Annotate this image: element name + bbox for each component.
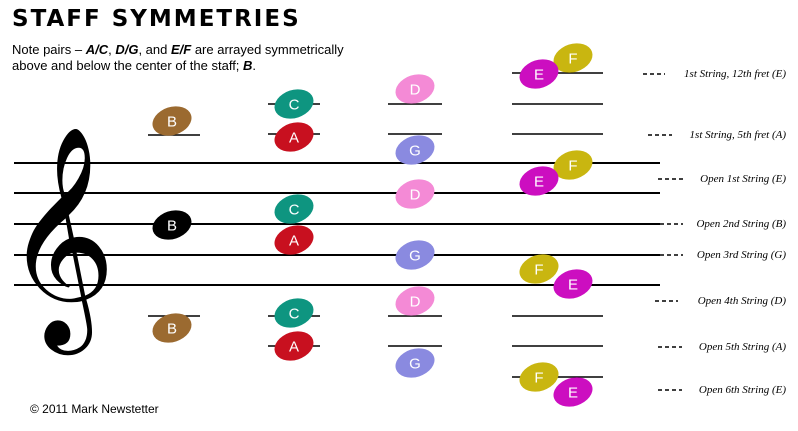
pair-dg: D/G [115, 42, 139, 57]
note-g: G [395, 348, 435, 378]
note-head [152, 210, 192, 240]
note-head [395, 348, 435, 378]
pair-ac: A/C [85, 42, 109, 57]
note-label: C [289, 202, 300, 219]
note-d: D [395, 286, 435, 316]
note-d: D [395, 74, 435, 104]
note-g: G [395, 240, 435, 270]
note-c: C [274, 89, 314, 119]
note-label: C [289, 97, 300, 114]
string-label: Open 6th String (E) [699, 384, 786, 396]
pair-ef: E/F [170, 42, 192, 57]
note-g: G [395, 135, 435, 165]
note-label: A [289, 339, 299, 356]
note-e: E [553, 377, 593, 407]
center-note: B [243, 58, 253, 73]
desc-mid: are arrayed symmetrically above and belo… [12, 42, 344, 73]
note-head [519, 362, 559, 392]
note-head [395, 179, 435, 209]
string-label: 1st String, 5th fret (A) [690, 129, 787, 141]
note-label: A [289, 130, 299, 147]
string-label: Open 4th String (D) [698, 295, 787, 307]
note-head [519, 254, 559, 284]
note-label: B [167, 114, 177, 131]
string-label: Open 1st String (E) [700, 173, 786, 185]
note-head [395, 135, 435, 165]
note-label: E [568, 385, 578, 402]
note-head [553, 43, 593, 73]
note-head [395, 74, 435, 104]
note-e: E [519, 166, 559, 196]
desc-sep-1: , [108, 42, 116, 57]
note-a: A [274, 122, 314, 152]
description: Note pairs – A/C, D/G, and E/F are array… [12, 42, 372, 74]
string-label: Open 3rd String (G) [697, 249, 786, 261]
note-b: B [152, 210, 192, 240]
string-labels: 1st String, 12th fret (E) 1st String, 5t… [684, 68, 786, 396]
note-head [274, 89, 314, 119]
treble-clef-icon: 𝄞 [4, 124, 116, 355]
note-label: F [534, 262, 543, 279]
note-label: F [534, 370, 543, 387]
note-label: G [409, 143, 421, 160]
leader-lines [643, 73, 683, 391]
desc-pre: Note pairs – [12, 42, 86, 57]
note-label: E [534, 174, 544, 191]
string-label: Open 5th String (A) [699, 341, 786, 353]
desc-end: . [252, 58, 257, 73]
note-label: F [568, 158, 577, 175]
note-f: F [519, 254, 559, 284]
note-label: D [410, 294, 421, 311]
note-label: E [568, 277, 578, 294]
note-label: D [410, 187, 421, 204]
note-head [274, 298, 314, 328]
note-e: E [519, 59, 559, 89]
page-title: STAFF SYMMETRIES [12, 6, 301, 32]
note-label: C [289, 306, 300, 323]
note-head [274, 194, 314, 224]
note-c: C [274, 298, 314, 328]
desc-sep-2: , and [138, 42, 171, 57]
note-f: F [553, 150, 593, 180]
note-a: A [274, 331, 314, 361]
note-label: B [167, 218, 177, 235]
note-f: F [519, 362, 559, 392]
note-label: B [167, 321, 177, 338]
note-b: B [152, 106, 192, 136]
note-label: E [534, 67, 544, 84]
note-b: B [152, 313, 192, 343]
note-d: D [395, 179, 435, 209]
staff-lines [14, 162, 660, 286]
note-head [152, 313, 192, 343]
note-head [395, 286, 435, 316]
copyright: © 2011 Mark Newstetter [30, 402, 159, 416]
note-head [274, 225, 314, 255]
note-head [274, 331, 314, 361]
note-head [519, 59, 559, 89]
note-head [553, 377, 593, 407]
note-label: G [409, 248, 421, 265]
note-a: A [274, 225, 314, 255]
note-f: F [553, 43, 593, 73]
note-label: A [289, 233, 299, 250]
note-label: F [568, 51, 577, 68]
note-label: D [410, 82, 421, 99]
note-head [274, 122, 314, 152]
string-label: Open 2nd String (B) [696, 218, 786, 230]
note-head [395, 240, 435, 270]
note-head [553, 269, 593, 299]
note-head [152, 106, 192, 136]
note-e: E [553, 269, 593, 299]
string-label: 1st String, 12th fret (E) [684, 68, 786, 80]
note-head [519, 166, 559, 196]
note-label: G [409, 356, 421, 373]
note-head [553, 150, 593, 180]
note-c: C [274, 194, 314, 224]
